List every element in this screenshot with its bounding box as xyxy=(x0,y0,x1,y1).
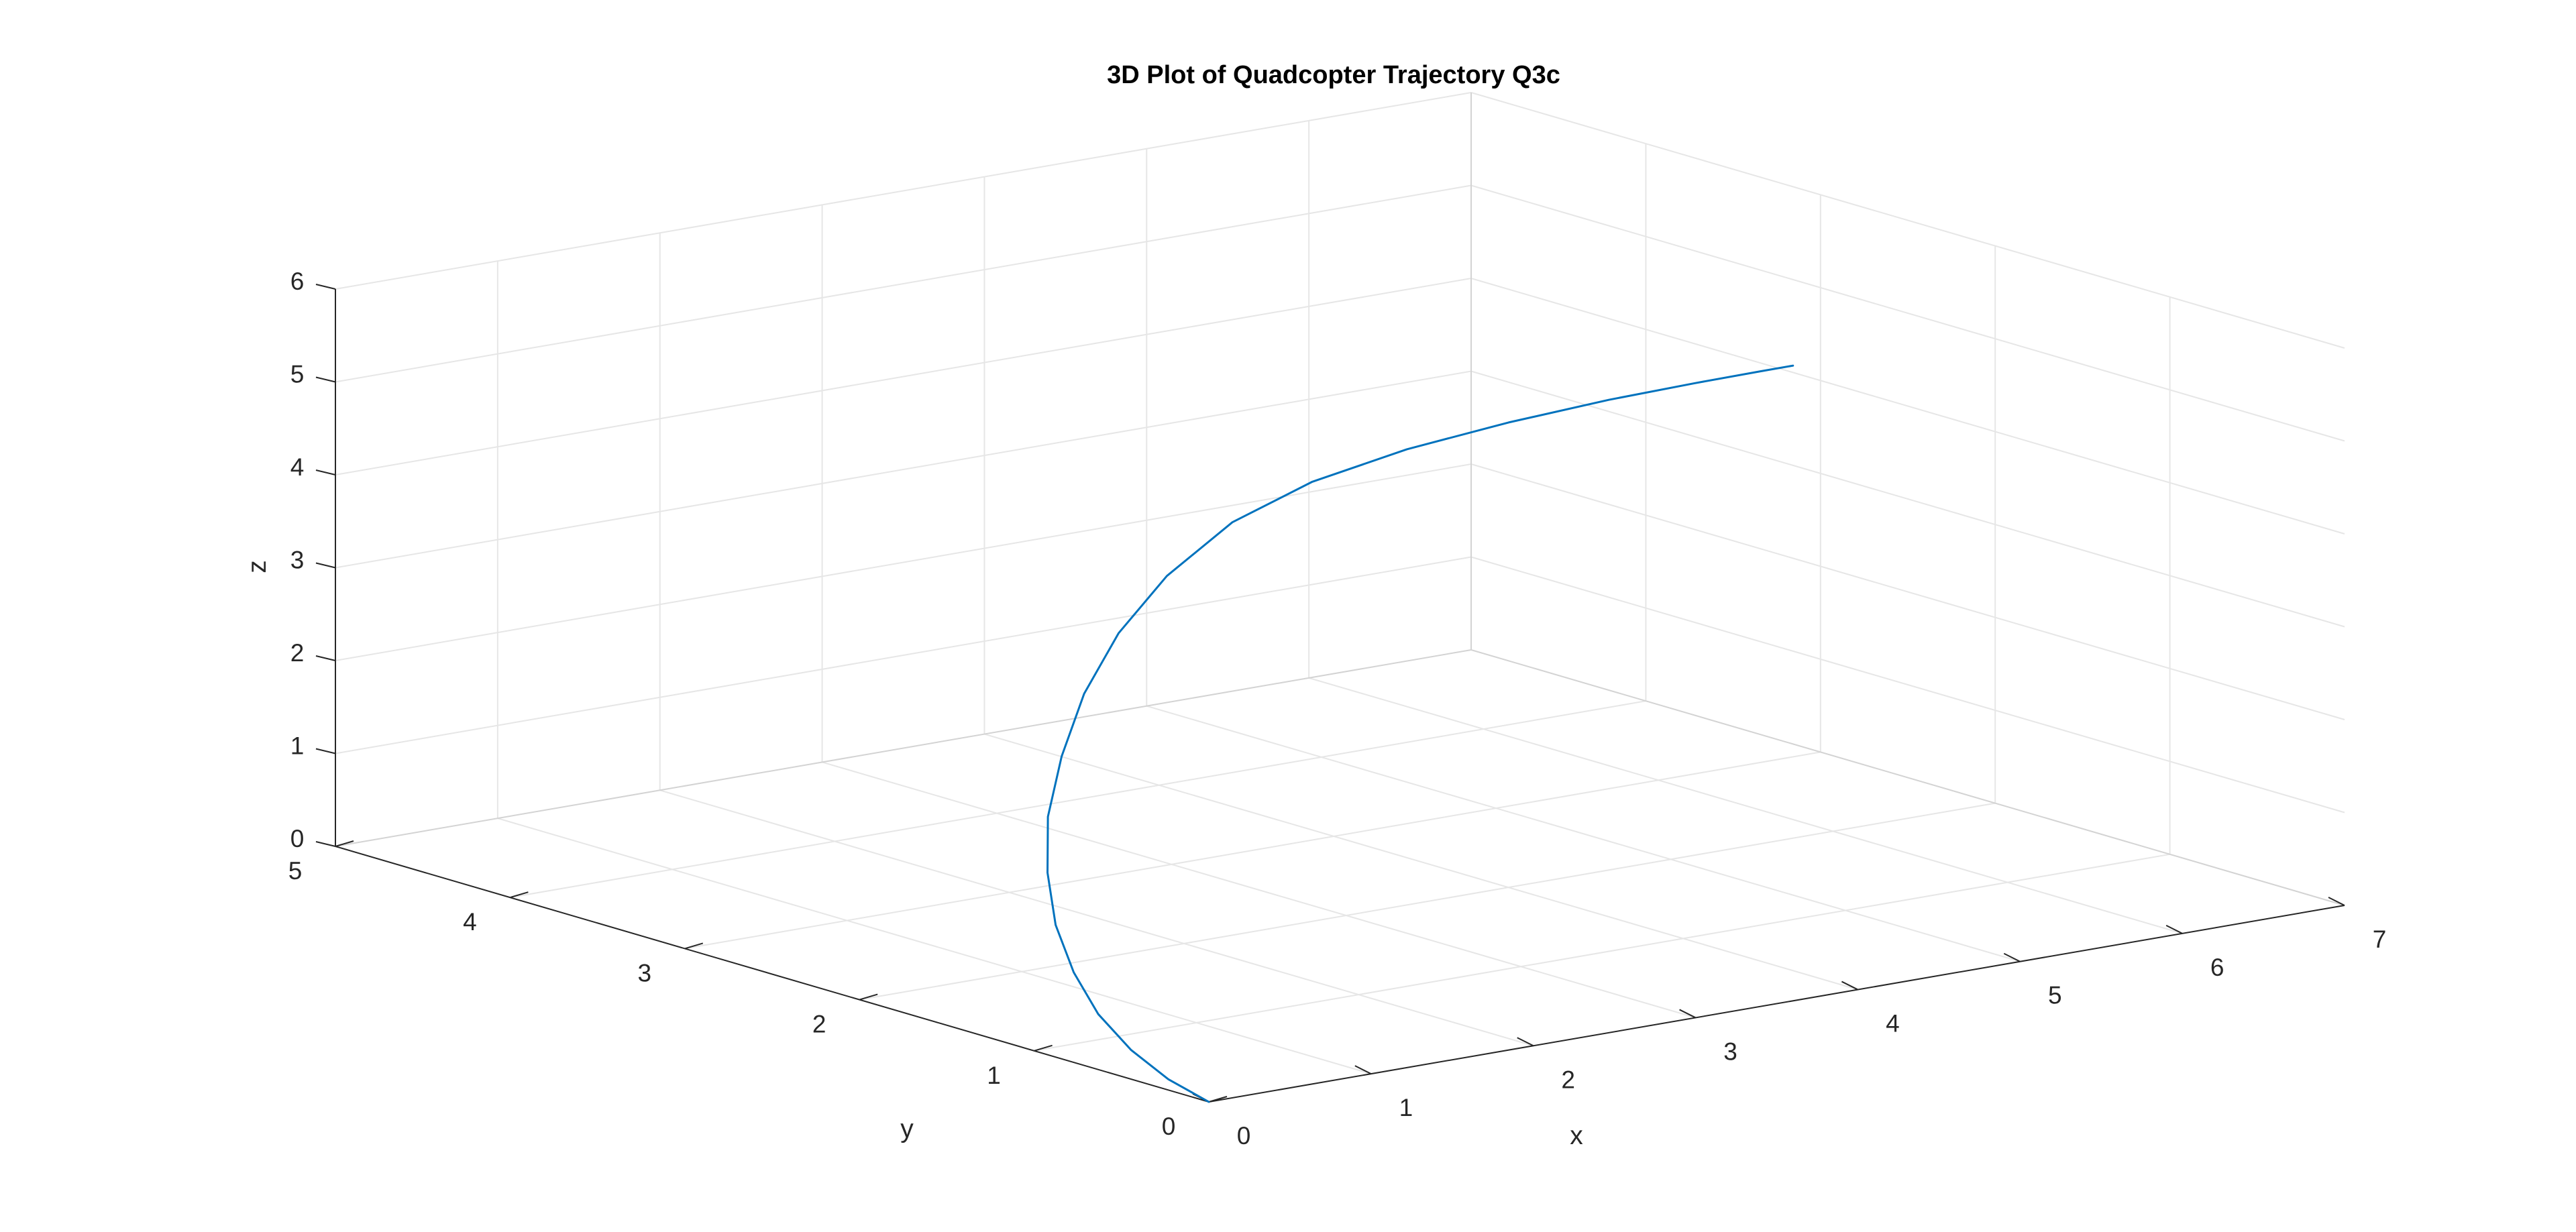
x-tick-label: 3 xyxy=(1723,1038,1737,1065)
y-tick-label: 5 xyxy=(288,857,303,885)
y-tick-label: 0 xyxy=(1162,1113,1176,1140)
label-layer: 0 1 2 3 4 5 6 7 0 1 2 3 4 5 0 1 2 3 4 5 6 xyxy=(288,268,2387,1150)
x-tick-label: 6 xyxy=(2210,954,2224,981)
y-tick-mark xyxy=(684,942,704,950)
x-tick-mark xyxy=(1517,1037,1534,1047)
z-tick-label: 6 xyxy=(290,268,305,295)
z-tick-mark xyxy=(315,376,336,383)
y-tick-label: 3 xyxy=(638,959,652,987)
floor-grid-line-y xyxy=(510,700,1646,899)
y-tick-label: 1 xyxy=(987,1062,1001,1089)
x-axis-line xyxy=(1208,905,2345,1103)
wall-xz-grid-line-z xyxy=(335,370,1472,569)
wall-xz-grid-line-z xyxy=(335,556,1472,754)
y-tick-mark xyxy=(335,840,354,847)
z-tick-label: 2 xyxy=(290,639,305,667)
chart-title: 3D Plot of Quadcopter Trajectory Q3c xyxy=(1107,61,1560,89)
grid-layer xyxy=(335,92,2345,1075)
wall-xz-grid-line-z xyxy=(335,184,1472,383)
floor-grid-line-y xyxy=(684,751,1821,950)
wall-yz-grid-line-z xyxy=(1470,184,2345,442)
series-layer xyxy=(1046,364,1794,1103)
z-tick-mark xyxy=(315,748,336,754)
wall-yz-grid-line-z xyxy=(1470,278,2345,535)
y-axis-label: y xyxy=(900,1115,914,1143)
y-tick-mark xyxy=(510,891,529,899)
x-tick-label: 7 xyxy=(2373,926,2387,953)
x-tick-label: 5 xyxy=(2048,982,2062,1009)
z-tick-label: 1 xyxy=(290,732,305,760)
z-tick-mark xyxy=(315,655,336,661)
z-axis-label: z xyxy=(243,560,272,573)
x-tick-mark xyxy=(2165,924,2183,934)
floor-grid-line-x xyxy=(984,733,1858,991)
x-tick-label: 1 xyxy=(1399,1094,1413,1121)
z-tick-label: 3 xyxy=(290,547,305,574)
x-tick-label: 0 xyxy=(1237,1122,1251,1150)
floor-grid-line-x xyxy=(1146,705,2021,962)
x-tick-mark xyxy=(1679,1009,1697,1019)
x-tick-label: 4 xyxy=(1886,1010,1900,1038)
y-tick-label: 4 xyxy=(463,908,477,936)
z-tick-mark xyxy=(315,469,336,475)
box-edge xyxy=(335,649,1472,847)
floor-grid-line-x xyxy=(822,761,1696,1019)
wall-yz-grid-line-z xyxy=(1470,556,2345,814)
y-tick-label: 2 xyxy=(812,1011,826,1038)
z-tick-mark xyxy=(315,562,336,569)
floor-grid-line-x xyxy=(659,789,1534,1047)
x-tick-mark xyxy=(1354,1065,1372,1075)
floor-grid-line-y xyxy=(1034,853,2170,1052)
wall-xz-grid-line-z xyxy=(335,278,1472,475)
x-tick-mark xyxy=(2328,897,2345,906)
z-tick-label: 0 xyxy=(290,825,305,852)
z-tick-mark xyxy=(315,284,336,290)
x-tick-label: 2 xyxy=(1561,1066,1575,1093)
wall-xz-grid-line-z xyxy=(335,92,1472,290)
wall-yz-grid-line-z xyxy=(1470,370,2345,628)
y-axis-line xyxy=(335,846,1210,1103)
wall-yz-grid-line-z xyxy=(1470,92,2345,349)
y-tick-mark xyxy=(1034,1044,1053,1052)
z-tick-mark xyxy=(315,841,336,847)
trajectory-line xyxy=(1046,364,1794,1103)
y-tick-mark xyxy=(1208,1096,1228,1103)
x-tick-mark xyxy=(1841,981,1858,991)
floor-grid-line-x xyxy=(1308,677,2183,934)
floor-grid-line-y xyxy=(859,802,1996,1001)
box-edge xyxy=(1470,649,2345,906)
z-tick-label: 5 xyxy=(290,361,305,388)
y-tick-mark xyxy=(859,993,878,1001)
z-tick-label: 4 xyxy=(290,453,305,481)
floor-grid-line-x xyxy=(497,818,1372,1075)
wall-yz-grid-line-z xyxy=(1470,463,2345,720)
x-tick-mark xyxy=(2003,952,2021,962)
x-axis-label: x xyxy=(1570,1121,1583,1150)
